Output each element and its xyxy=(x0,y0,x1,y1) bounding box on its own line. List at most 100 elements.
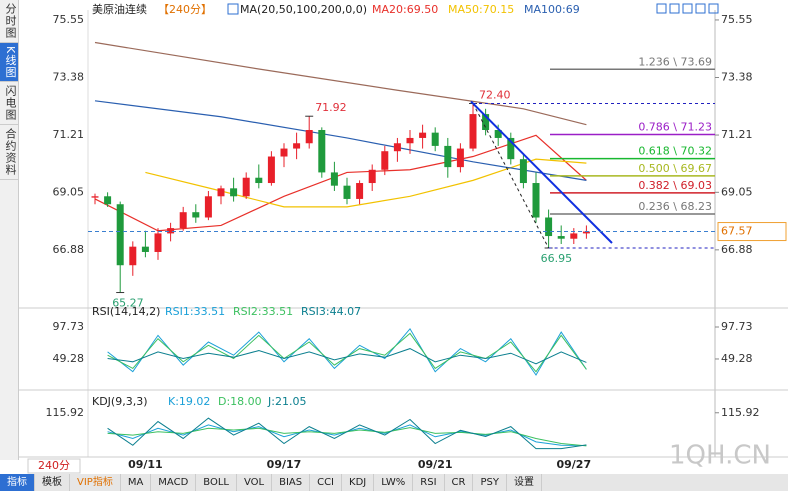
legend-entry: J:21.05 xyxy=(267,395,306,408)
candle-body xyxy=(570,233,578,239)
period-box[interactable] xyxy=(27,458,81,474)
x-tick-label: 09/27 xyxy=(556,458,591,471)
toolbar-button[interactable]: 指标 xyxy=(0,474,35,491)
toolbar-icon[interactable] xyxy=(708,3,719,14)
y-tick-label: 71.21 xyxy=(721,128,753,141)
x-tick-label: 09/17 xyxy=(267,458,302,471)
candle-body xyxy=(507,137,515,160)
toolbar-button[interactable]: KDJ xyxy=(342,474,375,491)
toolbar-button[interactable]: LW% xyxy=(374,474,414,491)
candle-body xyxy=(91,196,99,198)
candle-body xyxy=(141,246,149,252)
sidebar: 分时图 K线图 闪电图 合约资料 xyxy=(0,0,19,460)
indicator-line xyxy=(107,348,587,365)
y-tick-label: 73.38 xyxy=(721,70,753,83)
low-label: 65.27 xyxy=(112,297,144,310)
period-box-label: 240分 xyxy=(38,459,70,472)
indicator-line xyxy=(107,417,587,450)
last-price-box xyxy=(717,222,787,242)
candle-body xyxy=(557,236,565,239)
fib-label: 1.236 \ 73.69 xyxy=(638,55,712,68)
candle-body xyxy=(393,143,401,152)
candle-body xyxy=(104,196,112,205)
candle-body xyxy=(280,148,288,157)
toolbar-icon[interactable] xyxy=(682,3,693,14)
y-tick-label: 66.88 xyxy=(53,243,85,256)
candle-body xyxy=(305,129,313,144)
toolbar-button[interactable]: VIP指标 xyxy=(70,474,121,491)
candle-body xyxy=(444,145,452,168)
candle-body xyxy=(519,159,527,184)
candle-body xyxy=(116,204,124,266)
indicator-line xyxy=(107,424,587,447)
candle-body xyxy=(381,151,389,170)
candle-body xyxy=(532,183,540,218)
watermark: 1QH.CN xyxy=(669,441,771,471)
indicator-line xyxy=(107,332,587,373)
y-tick-label: 75.55 xyxy=(53,13,85,26)
ma-line xyxy=(94,100,587,181)
fib-label: 0.382 \ 69.03 xyxy=(638,179,712,192)
candle-body xyxy=(419,132,427,138)
candle-body xyxy=(129,246,137,266)
high-label: 72.40 xyxy=(479,88,511,101)
y-tick-label: 69.05 xyxy=(721,185,753,198)
toolbar-icon[interactable] xyxy=(656,3,667,14)
y-tick-label: 49.28 xyxy=(53,352,85,365)
toolbar-icon[interactable] xyxy=(669,3,680,14)
side-tab[interactable]: 合约资料 xyxy=(0,125,18,181)
x-tick-label: 09/21 xyxy=(418,458,453,471)
fib-label: 0.236 \ 68.23 xyxy=(638,200,712,213)
candle-body xyxy=(179,212,187,229)
toolbar-button[interactable]: PSY xyxy=(473,474,507,491)
fib-label: 0.618 \ 70.32 xyxy=(638,145,712,158)
side-tab[interactable]: K线图 xyxy=(0,43,18,83)
candle-body xyxy=(192,212,200,218)
candle-body xyxy=(582,231,590,234)
last-price: 67.57 xyxy=(721,225,753,238)
candle-body xyxy=(368,169,376,184)
candle-body xyxy=(469,114,477,149)
candle-body xyxy=(154,233,162,252)
y-tick-label: 49.28 xyxy=(721,352,753,365)
toolbar-button[interactable]: 设置 xyxy=(507,474,542,491)
y-tick-label: 66.88 xyxy=(721,243,753,256)
legend-entry: RSI1:33.51 xyxy=(165,305,225,318)
high-label: 71.92 xyxy=(315,101,347,114)
candle-body xyxy=(293,143,301,149)
candle-body xyxy=(356,183,364,199)
fib-label: 0.786 \ 71.23 xyxy=(638,121,712,134)
candle-body xyxy=(242,177,250,197)
toolbar-button[interactable]: MA xyxy=(121,474,152,491)
y-tick-label: 115.92 xyxy=(721,406,760,419)
toolbar-button[interactable]: BIAS xyxy=(272,474,311,491)
candle-body xyxy=(330,172,338,186)
legend-entry: D:18.00 xyxy=(218,395,262,408)
legend-entry: MA50:70.15 xyxy=(448,3,514,16)
side-tab[interactable]: 闪电图 xyxy=(0,82,18,126)
fib-diagonal xyxy=(472,103,550,249)
toolbar-button[interactable]: RSI xyxy=(413,474,445,491)
period: 【240分】 xyxy=(158,3,212,16)
toolbar-button[interactable]: 模板 xyxy=(35,474,70,491)
toolbar-button[interactable]: VOL xyxy=(237,474,273,491)
icon xyxy=(227,3,239,15)
toolbar-button[interactable]: CR xyxy=(445,474,474,491)
toolbar-icon[interactable] xyxy=(695,3,706,14)
indicator: MA(20,50,100,200,0,0) xyxy=(240,3,367,16)
y-tick-label: 115.92 xyxy=(46,406,85,419)
trend-line xyxy=(470,100,613,244)
toolbar-button[interactable]: BOLL xyxy=(196,474,237,491)
toolbar-button[interactable]: CCI xyxy=(310,474,343,491)
candle-body xyxy=(255,177,263,184)
candle-body xyxy=(217,188,225,197)
toolbar-button[interactable]: MACD xyxy=(151,474,197,491)
candle-body xyxy=(230,188,238,197)
candle-body xyxy=(204,196,212,218)
candle-body xyxy=(456,148,464,168)
candle-body xyxy=(167,228,175,234)
legend-entry: MA100:69 xyxy=(524,3,580,16)
side-tab[interactable]: 分时图 xyxy=(0,0,18,43)
